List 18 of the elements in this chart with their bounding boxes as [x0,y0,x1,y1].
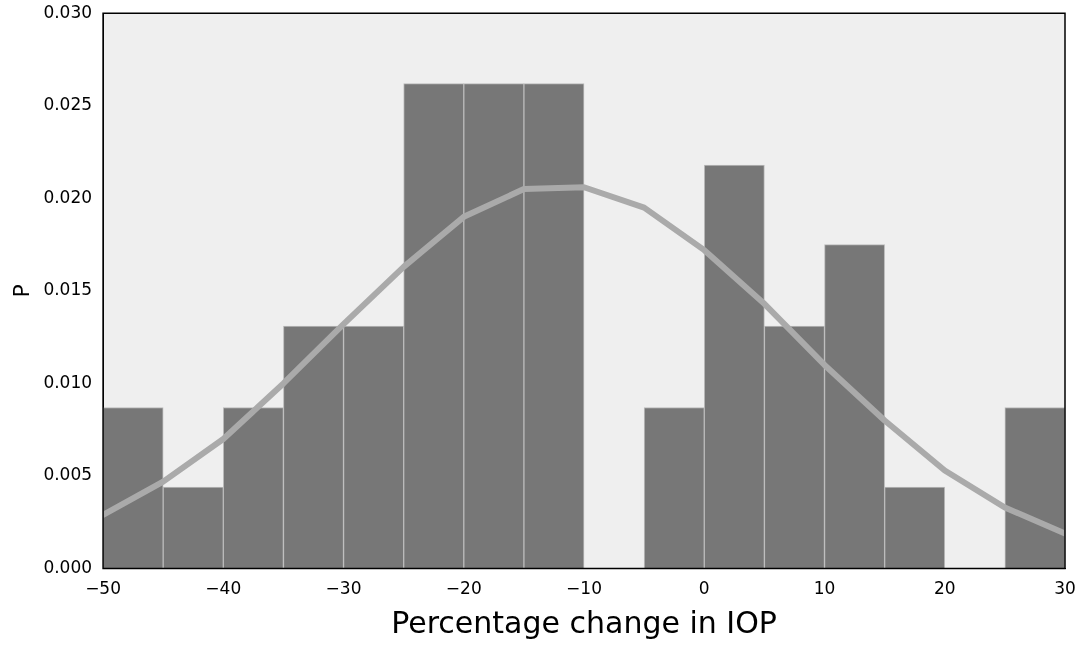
y-axis-title: P [8,284,34,298]
x-tick-label: 30 [1054,578,1076,599]
y-tick-label: 0.010 [43,371,93,392]
x-tick-label: −20 [445,578,482,599]
y-tick-label: 0.020 [43,186,93,207]
y-tick-label: 0.000 [43,557,93,578]
x-tick-label: −10 [566,578,602,599]
y-tick-label: 0.015 [43,279,93,300]
x-tick-label: 20 [933,578,956,599]
x-tick-label: −40 [205,578,242,599]
x-tick-label: −50 [85,578,122,599]
y-tick-label: 0.005 [43,464,93,485]
x-tick-label: 0 [698,578,710,599]
x-axis-title: Percentage change in IOP [391,604,777,640]
x-tick-label: 10 [813,578,836,599]
y-tick-label: 0.030 [43,1,93,22]
y-tick-label: 0.025 [43,94,93,115]
x-tick-label: −30 [325,578,362,599]
